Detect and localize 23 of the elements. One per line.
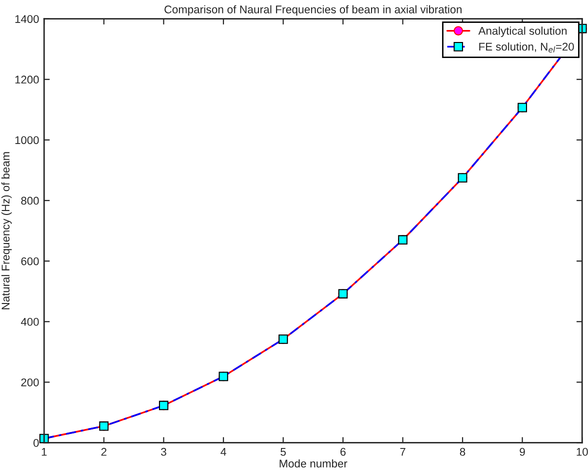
x-axis-title: Mode number: [280, 459, 348, 468]
chart-title: Comparison of Naural Frequencies of beam in axial vibration: [164, 5, 462, 16]
legend-label: Analytical solution: [478, 26, 567, 37]
x-tick-label: 2: [101, 448, 106, 456]
x-tick-label: 6: [340, 448, 346, 456]
x-tick-label: 7: [400, 448, 406, 456]
x-tick-label: 8: [460, 448, 466, 456]
y-tick-label: 600: [21, 257, 39, 266]
y-tick-label: 1400: [15, 15, 39, 23]
legend-label: FE solution, N$_{el}$=20: [479, 42, 574, 52]
y-tick-label: 0: [33, 439, 39, 447]
y-tick-label: 400: [20, 318, 39, 326]
x-tick-label: 3: [160, 448, 166, 456]
x-tick-label: 5: [280, 448, 286, 456]
x-tick-label: 10: [576, 448, 588, 456]
x-tick-label: 9: [520, 448, 525, 456]
y-tick-label: 800: [21, 196, 39, 205]
y-tick-label: 1200: [15, 76, 39, 84]
y-tick-label: 200: [21, 378, 39, 386]
y-tick-label: 1000: [15, 136, 39, 144]
x-tick-label: 4: [220, 448, 226, 456]
x-tick-label: 1: [42, 448, 47, 456]
y-axis-title: Natural Frequency (Hz) of beam: [1, 152, 12, 310]
